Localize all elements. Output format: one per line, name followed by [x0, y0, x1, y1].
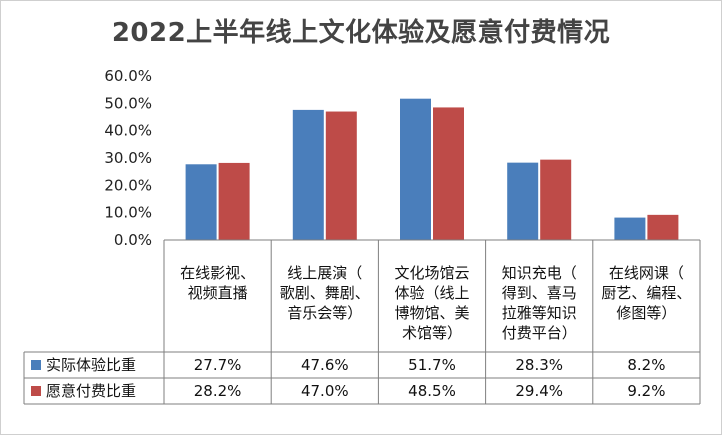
data-label-willing-2: 48.5%: [408, 382, 456, 400]
y-tick-label: 50.0%: [104, 94, 152, 112]
legend-swatch-willing: [31, 386, 41, 396]
category-label-0: 在线影视、视频直播: [180, 264, 255, 302]
bar-actual-1: [292, 109, 324, 240]
category-label-3: 知识充电（ 得到、喜马拉雅等知识付费平台）: [502, 264, 577, 342]
data-label-actual-0: 27.7%: [194, 356, 242, 374]
category-label-line: 术馆等）: [402, 324, 462, 342]
category-label-line: 视频直播: [188, 284, 248, 302]
category-label-line: 修图等）: [616, 304, 676, 322]
y-tick-label: 10.0%: [104, 204, 152, 222]
y-tick-label: 60.0%: [104, 67, 152, 85]
bar-actual-3: [507, 162, 539, 240]
legend-label-actual: 实际体验比重: [46, 356, 136, 374]
data-label-actual-1: 47.6%: [301, 356, 349, 374]
category-label-line: 音乐会等）: [287, 304, 362, 322]
category-label-4: 在线网课（ 厨艺、编程、修图等）: [601, 264, 691, 322]
data-label-willing-1: 47.0%: [301, 382, 349, 400]
category-label-line: 在线网课（: [609, 264, 684, 282]
y-tick-label: 0.0%: [114, 231, 152, 249]
category-label-2: 文化场馆云体验（线上博物馆、美术馆等）: [394, 264, 469, 342]
data-label-actual-3: 28.3%: [515, 356, 563, 374]
bar-willing-3: [540, 159, 572, 240]
bar-actual-0: [185, 164, 217, 240]
category-label-line: 博物馆、美: [394, 304, 469, 322]
data-label-actual-4: 8.2%: [627, 356, 665, 374]
category-label-line: 厨艺、编程、: [601, 284, 691, 302]
category-label-line: 体验（线上: [394, 284, 469, 302]
category-label-line: 得到、喜马: [502, 284, 577, 302]
category-label-line: 线上展演（: [287, 264, 362, 282]
category-label-line: 付费平台）: [502, 324, 577, 342]
category-label-1: 线上展演（ 歌剧、舞剧、音乐会等）: [280, 264, 370, 322]
data-label-willing-4: 9.2%: [627, 382, 665, 400]
bar-willing-2: [433, 107, 464, 240]
category-label-line: 文化场馆云: [394, 264, 469, 282]
category-label-line: 拉雅等知识: [502, 304, 577, 322]
y-tick-label: 20.0%: [104, 176, 152, 194]
bar-actual-4: [614, 217, 646, 240]
category-label-line: 歌剧、舞剧、: [280, 284, 370, 302]
data-label-willing-3: 29.4%: [515, 382, 563, 400]
legend-label-willing: 愿意付费比重: [46, 382, 136, 400]
bar-willing-0: [218, 162, 250, 240]
chart-title: 2022上半年线上文化体验及愿意付费情况: [111, 18, 611, 48]
bar-willing-4: [647, 214, 679, 240]
bar-actual-2: [400, 98, 431, 240]
data-label-willing-0: 28.2%: [194, 382, 242, 400]
data-label-actual-2: 51.7%: [408, 356, 456, 374]
y-tick-label: 40.0%: [104, 122, 152, 140]
category-label-line: 知识充电（: [502, 264, 577, 282]
y-tick-label: 30.0%: [104, 149, 152, 167]
bar-willing-1: [325, 111, 357, 241]
category-label-line: 在线影视、: [180, 264, 255, 282]
legend-swatch-actual: [31, 360, 41, 370]
